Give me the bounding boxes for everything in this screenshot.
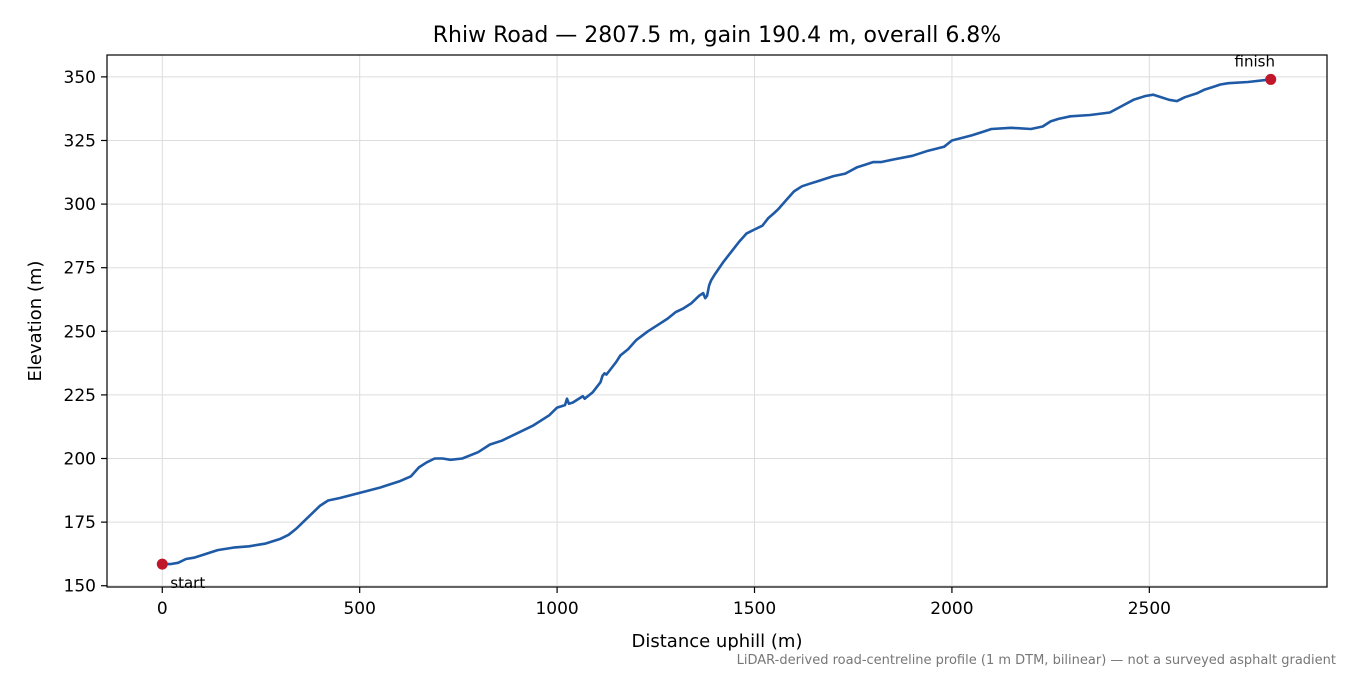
x-tick-label: 500 — [343, 599, 375, 619]
x-axis-label: Distance uphill (m) — [632, 631, 803, 652]
endpoint-markers: start finish — [156, 52, 1277, 592]
y-tick-label: 175 — [64, 513, 96, 533]
x-axis-ticks: 0 500 1000 1500 2000 2500 — [157, 587, 1171, 619]
elevation-line — [161, 78, 1272, 566]
y-tick-label: 350 — [64, 68, 96, 88]
x-tick-label: 1500 — [733, 599, 776, 619]
y-tick-label: 275 — [64, 259, 96, 279]
finish-marker — [1265, 73, 1277, 85]
y-tick-label: 300 — [64, 195, 96, 215]
y-axis-ticks: 150 175 200 225 250 275 300 325 350 — [64, 68, 107, 597]
plot-frame — [106, 54, 1328, 588]
y-tick-label: 325 — [64, 131, 96, 151]
chart-title: Rhiw Road — 2807.5 m, gain 190.4 m, over… — [433, 23, 1001, 48]
start-label: start — [170, 574, 205, 592]
x-tick-label: 2500 — [1128, 599, 1171, 619]
footnote: LiDAR-derived road-centreline profile (1… — [737, 653, 1336, 668]
y-axis-label: Elevation (m) — [25, 261, 46, 382]
start-marker — [156, 558, 168, 570]
x-tick-label: 0 — [157, 599, 168, 619]
y-tick-label: 150 — [64, 577, 96, 597]
y-tick-label: 200 — [64, 450, 96, 470]
x-tick-label: 2000 — [930, 599, 973, 619]
y-tick-label: 225 — [64, 386, 96, 406]
finish-label: finish — [1235, 52, 1275, 70]
grid-lines — [107, 55, 1327, 587]
y-tick-label: 250 — [64, 322, 96, 342]
x-tick-label: 1000 — [535, 599, 578, 619]
